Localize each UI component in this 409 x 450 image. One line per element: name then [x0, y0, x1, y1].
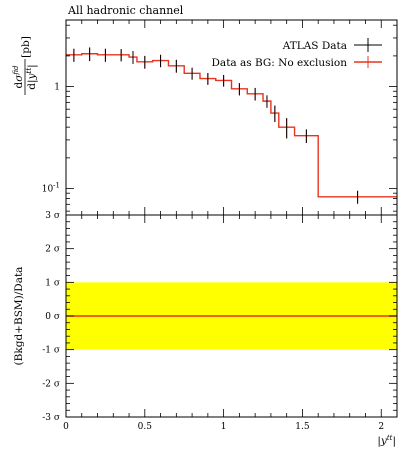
legend: ATLAS Data Data as BG: No exclusion: [212, 38, 382, 69]
top-y-axis-title: dσfid d|ytt| [pb]: [12, 36, 39, 95]
x-tick-label: 1: [221, 422, 227, 432]
x-tick-label: 0.5: [138, 422, 153, 432]
bottom-y-tick-label: -2 σ: [42, 379, 60, 389]
legend-label-atlas-data: ATLAS Data: [282, 40, 347, 52]
x-axis: 0 0.5 1 1.5 2: [63, 215, 398, 432]
top-y-tick-label: 10-1: [42, 182, 60, 195]
top-y-tick-label: 1: [54, 83, 60, 93]
top-y-axis-title-text: dσfid: [12, 65, 25, 89]
chart-title: All hadronic channel: [67, 4, 184, 17]
legend-symbol-data-as-bg: [354, 56, 382, 68]
bottom-y-tick-label: 3 σ: [45, 211, 60, 221]
bottom-y-tick-label: -3 σ: [42, 413, 60, 423]
bottom-y-tick-label: 0 σ: [45, 312, 60, 322]
bottom-y-axis-title: (Bkgd+BSM)/Data: [13, 267, 25, 366]
svg-text:d|ytt|: d|ytt|: [25, 64, 39, 89]
legend-label-data-as-bg: Data as BG: No exclusion: [212, 57, 348, 69]
top-y-axis: 1 10-1: [42, 24, 397, 212]
bottom-y-tick-label: 2 σ: [45, 245, 60, 255]
x-axis-title: |ytt|: [377, 434, 396, 448]
bottom-y-tick-label: 1 σ: [45, 278, 60, 288]
legend-symbol-atlas-data: [354, 38, 382, 52]
svg-text:[pb]: [pb]: [20, 36, 32, 58]
bkg-histogram-line: [66, 53, 397, 198]
top-plot-frame: [65, 19, 398, 216]
x-tick-label: 0: [63, 422, 69, 432]
bottom-y-tick-label: -1 σ: [42, 346, 60, 356]
x-tick-label: 2: [378, 422, 384, 432]
x-tick-label: 1.5: [295, 422, 310, 432]
bottom-y-axis: 3 σ 2 σ 1 σ 0 σ -1 σ -2 σ -3 σ: [42, 211, 397, 423]
top-plot-area: [65, 20, 398, 215]
